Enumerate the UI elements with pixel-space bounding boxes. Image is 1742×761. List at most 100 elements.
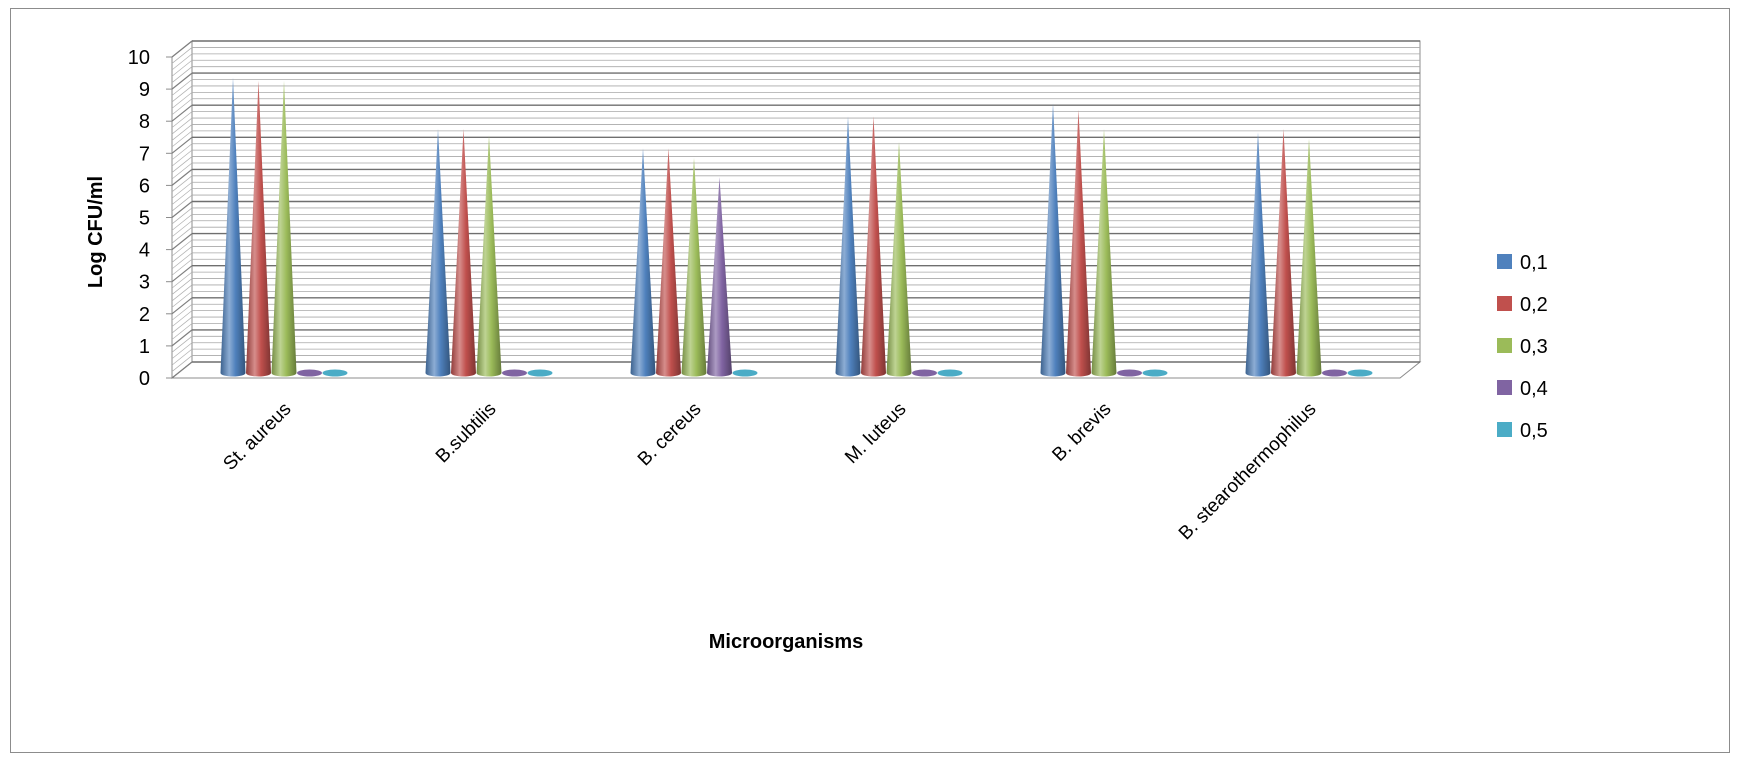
legend-label: 0,2 bbox=[1520, 294, 1548, 316]
gridline-side bbox=[171, 156, 193, 173]
cone-bar bbox=[1091, 129, 1117, 377]
cone-bar bbox=[1271, 129, 1296, 377]
gridline-side bbox=[171, 336, 193, 353]
gridline-side bbox=[171, 310, 193, 327]
legend-swatch bbox=[1497, 338, 1512, 353]
gridline-side bbox=[171, 342, 193, 360]
gridline-side bbox=[171, 297, 193, 315]
y-tick-label: 5 bbox=[139, 208, 150, 230]
gridline-side bbox=[171, 53, 193, 71]
gridline-side bbox=[171, 348, 193, 366]
legend-label: 0,5 bbox=[1520, 420, 1548, 442]
gridline-side bbox=[171, 361, 193, 379]
legend-label: 0,3 bbox=[1520, 336, 1548, 358]
gridline-side bbox=[171, 92, 193, 109]
gridline-side bbox=[171, 162, 193, 180]
gridline-side bbox=[171, 168, 193, 186]
gridline-side bbox=[171, 259, 193, 276]
gridline-side bbox=[171, 40, 193, 58]
cone-bar bbox=[835, 116, 861, 377]
y-tick-label: 6 bbox=[139, 175, 150, 197]
cone-bar bbox=[1066, 109, 1091, 377]
cone-bar bbox=[681, 157, 707, 377]
gridline-side bbox=[171, 303, 193, 321]
gridline-side bbox=[171, 136, 193, 154]
chart-walls bbox=[170, 39, 1422, 380]
gridline-side bbox=[171, 111, 193, 128]
legend-swatch bbox=[1497, 422, 1512, 437]
gridline-side bbox=[171, 278, 193, 295]
gridline-side bbox=[171, 271, 193, 289]
zero-cone-base bbox=[527, 369, 553, 377]
zero-cone-base bbox=[912, 369, 937, 377]
gridline-side bbox=[171, 316, 193, 334]
gridline-side bbox=[171, 246, 193, 263]
cone-bar bbox=[707, 177, 732, 377]
legend-swatch bbox=[1497, 254, 1512, 269]
x-tick-label: B. cereus bbox=[634, 399, 706, 471]
gridline-side bbox=[171, 329, 193, 347]
gridline-side bbox=[171, 233, 193, 251]
cone-bar bbox=[1040, 103, 1066, 377]
gridline-side bbox=[171, 149, 193, 167]
zero-cone-base bbox=[297, 369, 322, 377]
floor bbox=[170, 361, 1422, 379]
gridline-side bbox=[171, 214, 193, 231]
zero-cone-base bbox=[1322, 369, 1347, 377]
zero-cone-base bbox=[1347, 369, 1373, 377]
gridline-side bbox=[171, 226, 193, 244]
legend-swatch bbox=[1497, 380, 1512, 395]
zero-cone-base bbox=[1142, 369, 1168, 377]
y-tick-label: 4 bbox=[139, 240, 150, 262]
legend-label: 0,1 bbox=[1520, 252, 1548, 274]
x-tick-label: B. brevis bbox=[1048, 399, 1115, 466]
cone-bar bbox=[220, 77, 246, 377]
gridline-side bbox=[171, 252, 193, 270]
zero-cone-base bbox=[1117, 369, 1142, 377]
gridline-side bbox=[171, 66, 193, 83]
cone-bar bbox=[1245, 132, 1271, 377]
cone-bar bbox=[476, 135, 502, 377]
gridline-side bbox=[171, 79, 193, 96]
gridline-side bbox=[171, 117, 193, 135]
y-axis-ticks: 0 1 2 3 4 5 6 7 8 9 10 bbox=[128, 47, 172, 390]
cone-bar bbox=[246, 80, 271, 377]
x-axis-title: Microorganisms bbox=[709, 631, 863, 653]
gridline-side bbox=[171, 72, 193, 90]
gridline-side bbox=[171, 85, 193, 103]
cone-bar bbox=[425, 129, 451, 377]
cone-bar bbox=[886, 141, 912, 377]
y-tick-label: 10 bbox=[128, 47, 150, 69]
gridline-side bbox=[171, 220, 193, 238]
cone-bar bbox=[861, 116, 886, 377]
gridlines bbox=[171, 40, 1420, 379]
legend: 0,1 0,2 0,3 0,4 0,5 bbox=[1497, 252, 1548, 442]
y-tick-label: 1 bbox=[139, 336, 150, 358]
y-axis-title: Log CFU/ml bbox=[85, 176, 107, 288]
gridline-side bbox=[171, 265, 193, 283]
y-tick-label: 2 bbox=[139, 304, 150, 326]
gridline-side bbox=[171, 207, 193, 225]
gridline-side bbox=[171, 194, 193, 212]
x-tick-label: St. aureus bbox=[219, 399, 295, 475]
cone-bar bbox=[271, 80, 297, 377]
legend-label: 0,4 bbox=[1520, 378, 1548, 400]
cone-bar bbox=[451, 129, 476, 377]
gridline-side bbox=[171, 175, 193, 193]
x-axis-labels: St. aureus B.subtilis B. cereus M. luteus B.… bbox=[219, 399, 1320, 545]
gridline-side bbox=[171, 284, 193, 302]
x-tick-label: B. stearothermophilus bbox=[1175, 399, 1321, 545]
zero-cone-base bbox=[732, 369, 758, 377]
cone-bar bbox=[630, 148, 656, 377]
gridline-side bbox=[171, 130, 193, 148]
y-tick-label: 8 bbox=[139, 111, 150, 133]
cone-bar bbox=[1296, 138, 1322, 377]
x-tick-label: B.subtilis bbox=[432, 399, 501, 468]
gridline-side bbox=[171, 124, 193, 141]
legend-swatch bbox=[1497, 296, 1512, 311]
y-tick-label: 9 bbox=[139, 79, 150, 101]
cone-bar bbox=[656, 148, 681, 377]
gridline-side bbox=[171, 98, 193, 116]
gridline-side bbox=[171, 201, 193, 218]
